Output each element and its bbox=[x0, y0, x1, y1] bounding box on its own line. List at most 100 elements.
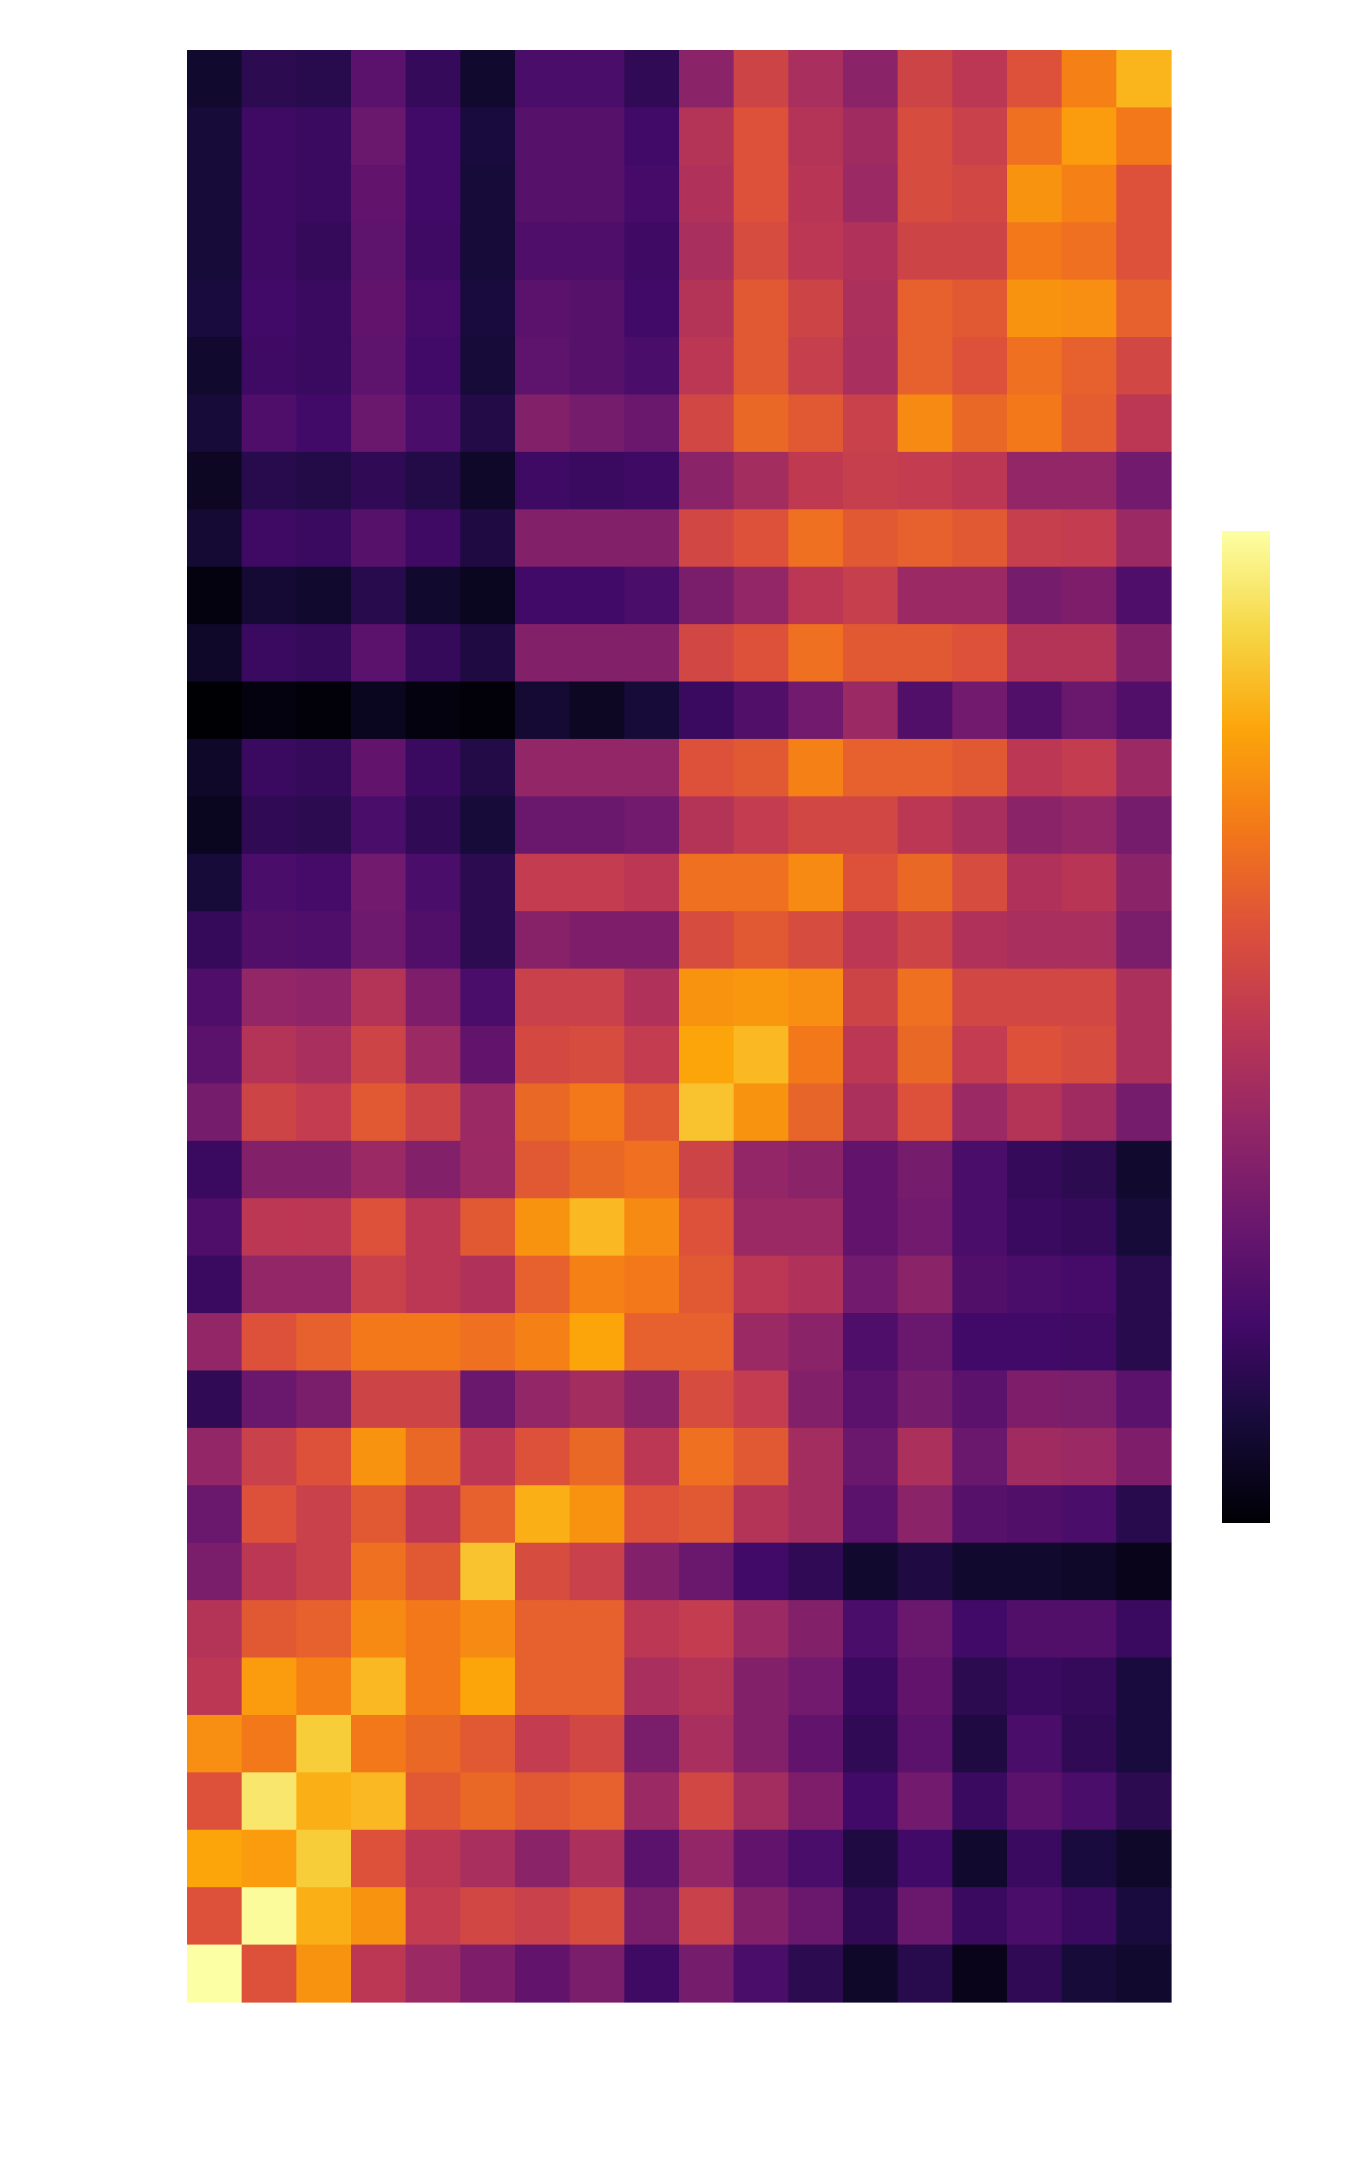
heatmap-cell bbox=[1061, 1370, 1117, 1429]
heatmap-cell bbox=[843, 1944, 899, 2003]
heatmap-cell bbox=[296, 796, 352, 855]
heatmap-cell bbox=[351, 509, 407, 568]
heatmap-cell bbox=[679, 681, 735, 740]
heatmap-cell bbox=[351, 796, 407, 855]
heatmap-cell bbox=[1116, 451, 1172, 510]
heatmap-cell bbox=[296, 1944, 352, 2003]
heatmap-cell bbox=[351, 1829, 407, 1888]
heatmap-cell bbox=[405, 279, 461, 338]
heatmap-cell bbox=[241, 738, 297, 797]
heatmap-cell bbox=[241, 1370, 297, 1429]
heatmap-cell bbox=[405, 1026, 461, 1085]
heatmap-cell bbox=[460, 1600, 516, 1659]
heatmap-cell bbox=[515, 853, 571, 912]
heatmap-cell bbox=[679, 1370, 735, 1429]
heatmap-cell bbox=[569, 164, 625, 223]
heatmap-cell bbox=[1061, 1829, 1117, 1888]
heatmap-cell bbox=[733, 624, 789, 683]
heatmap-cell bbox=[241, 1313, 297, 1372]
heatmap-cell bbox=[296, 107, 352, 166]
heatmap-cell bbox=[952, 738, 1008, 797]
heatmap-cell bbox=[351, 681, 407, 740]
heatmap-cell bbox=[1116, 853, 1172, 912]
heatmap-cell bbox=[733, 968, 789, 1027]
heatmap-cell bbox=[296, 853, 352, 912]
heatmap-cell bbox=[897, 1198, 953, 1257]
heatmap-cell bbox=[569, 50, 625, 109]
heatmap-cell bbox=[733, 1944, 789, 2003]
heatmap-cell bbox=[296, 222, 352, 281]
heatmap-cell bbox=[679, 796, 735, 855]
heatmap-cell bbox=[351, 164, 407, 223]
heatmap-cell bbox=[1061, 1600, 1117, 1659]
heatmap-cell bbox=[788, 566, 844, 625]
heatmap-cell bbox=[624, 1370, 680, 1429]
heatmap-cell bbox=[788, 624, 844, 683]
heatmap-cell bbox=[1116, 1140, 1172, 1199]
heatmap-cell bbox=[515, 1370, 571, 1429]
heatmap-cell bbox=[460, 853, 516, 912]
heatmap-cell bbox=[296, 509, 352, 568]
heatmap-cell bbox=[1007, 50, 1063, 109]
heatmap-cell bbox=[296, 1600, 352, 1659]
heatmap-cell bbox=[679, 50, 735, 109]
heatmap-cell bbox=[569, 222, 625, 281]
heatmap-cell bbox=[679, 1427, 735, 1486]
heatmap-cell bbox=[1061, 107, 1117, 166]
heatmap-cell bbox=[1116, 1026, 1172, 1085]
heatmap-cell bbox=[733, 222, 789, 281]
heatmap-cell bbox=[624, 566, 680, 625]
heatmap-cell bbox=[1061, 1140, 1117, 1199]
heatmap-cell bbox=[843, 853, 899, 912]
heatmap-cell bbox=[569, 566, 625, 625]
heatmap-cell bbox=[569, 1542, 625, 1601]
heatmap-cell bbox=[843, 738, 899, 797]
heatmap-cell bbox=[788, 337, 844, 396]
heatmap-cell bbox=[569, 1083, 625, 1142]
heatmap-cell bbox=[515, 968, 571, 1027]
heatmap-cell bbox=[405, 1370, 461, 1429]
heatmap-cell bbox=[1007, 566, 1063, 625]
heatmap-cell bbox=[187, 337, 243, 396]
heatmap-cell bbox=[351, 1026, 407, 1085]
heatmap-cell bbox=[241, 1944, 297, 2003]
heatmap-cell bbox=[351, 1772, 407, 1831]
heatmap-cell bbox=[1116, 50, 1172, 109]
heatmap-cell bbox=[351, 107, 407, 166]
heatmap-cell bbox=[624, 1887, 680, 1946]
heatmap-cell bbox=[1007, 509, 1063, 568]
heatmap-cell bbox=[788, 1485, 844, 1544]
heatmap-cell bbox=[460, 1542, 516, 1601]
heatmap-cell bbox=[733, 1772, 789, 1831]
heatmap-cell bbox=[296, 624, 352, 683]
heatmap-cell bbox=[1061, 1772, 1117, 1831]
heatmap-cell bbox=[788, 1370, 844, 1429]
heatmap-cell bbox=[843, 451, 899, 510]
heatmap-cell bbox=[1007, 1427, 1063, 1486]
heatmap-cell bbox=[788, 1313, 844, 1372]
heatmap-cell bbox=[241, 1714, 297, 1773]
heatmap-cell bbox=[679, 853, 735, 912]
heatmap-cell bbox=[187, 1485, 243, 1544]
heatmap-cell bbox=[187, 738, 243, 797]
heatmap-cell bbox=[897, 337, 953, 396]
heatmap-cell bbox=[515, 738, 571, 797]
heatmap-cell bbox=[788, 1600, 844, 1659]
heatmap-cell bbox=[897, 1542, 953, 1601]
heatmap-cell bbox=[1007, 337, 1063, 396]
heatmap-cell bbox=[624, 1600, 680, 1659]
heatmap-cell bbox=[405, 1313, 461, 1372]
heatmap-cell bbox=[460, 107, 516, 166]
heatmap-cell bbox=[624, 337, 680, 396]
heatmap-cell bbox=[733, 509, 789, 568]
heatmap-cell bbox=[733, 451, 789, 510]
heatmap-cell bbox=[187, 1313, 243, 1372]
heatmap-cell bbox=[1061, 1026, 1117, 1085]
heatmap-cell bbox=[952, 509, 1008, 568]
heatmap-cell bbox=[569, 1485, 625, 1544]
heatmap-cell bbox=[569, 1313, 625, 1372]
heatmap-cell bbox=[1061, 1944, 1117, 2003]
heatmap-cell bbox=[460, 1657, 516, 1716]
heatmap-cell bbox=[405, 796, 461, 855]
heatmap-cell bbox=[515, 1485, 571, 1544]
